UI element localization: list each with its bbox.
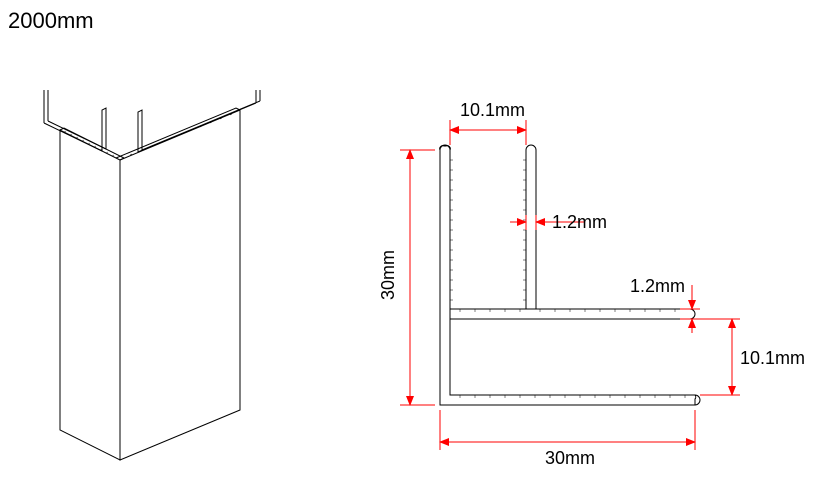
dim-width: 30mm xyxy=(545,448,595,469)
isometric-view xyxy=(40,90,340,470)
dim-wall-2: 1.2mm xyxy=(630,276,685,297)
dim-height: 30mm xyxy=(378,250,399,300)
dim-wall-1: 1.2mm xyxy=(552,212,607,233)
dim-top-slot: 10.1mm xyxy=(460,100,525,121)
cross-section-view xyxy=(380,100,800,480)
dim-right-slot: 10.1mm xyxy=(740,348,805,369)
length-label: 2000mm xyxy=(8,8,94,34)
